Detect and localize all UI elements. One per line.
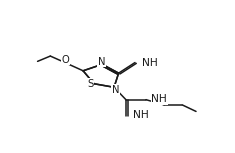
Text: NH: NH xyxy=(142,58,158,68)
Text: N: N xyxy=(98,57,105,67)
Text: N: N xyxy=(112,85,119,95)
Text: N: N xyxy=(98,57,105,67)
Text: S: S xyxy=(87,79,94,89)
Text: NH: NH xyxy=(151,94,167,104)
Text: O: O xyxy=(62,55,69,65)
Text: NH: NH xyxy=(133,110,149,120)
Text: S: S xyxy=(87,79,94,89)
Text: O: O xyxy=(62,55,69,65)
Text: N: N xyxy=(112,85,119,95)
Polygon shape xyxy=(83,64,119,87)
